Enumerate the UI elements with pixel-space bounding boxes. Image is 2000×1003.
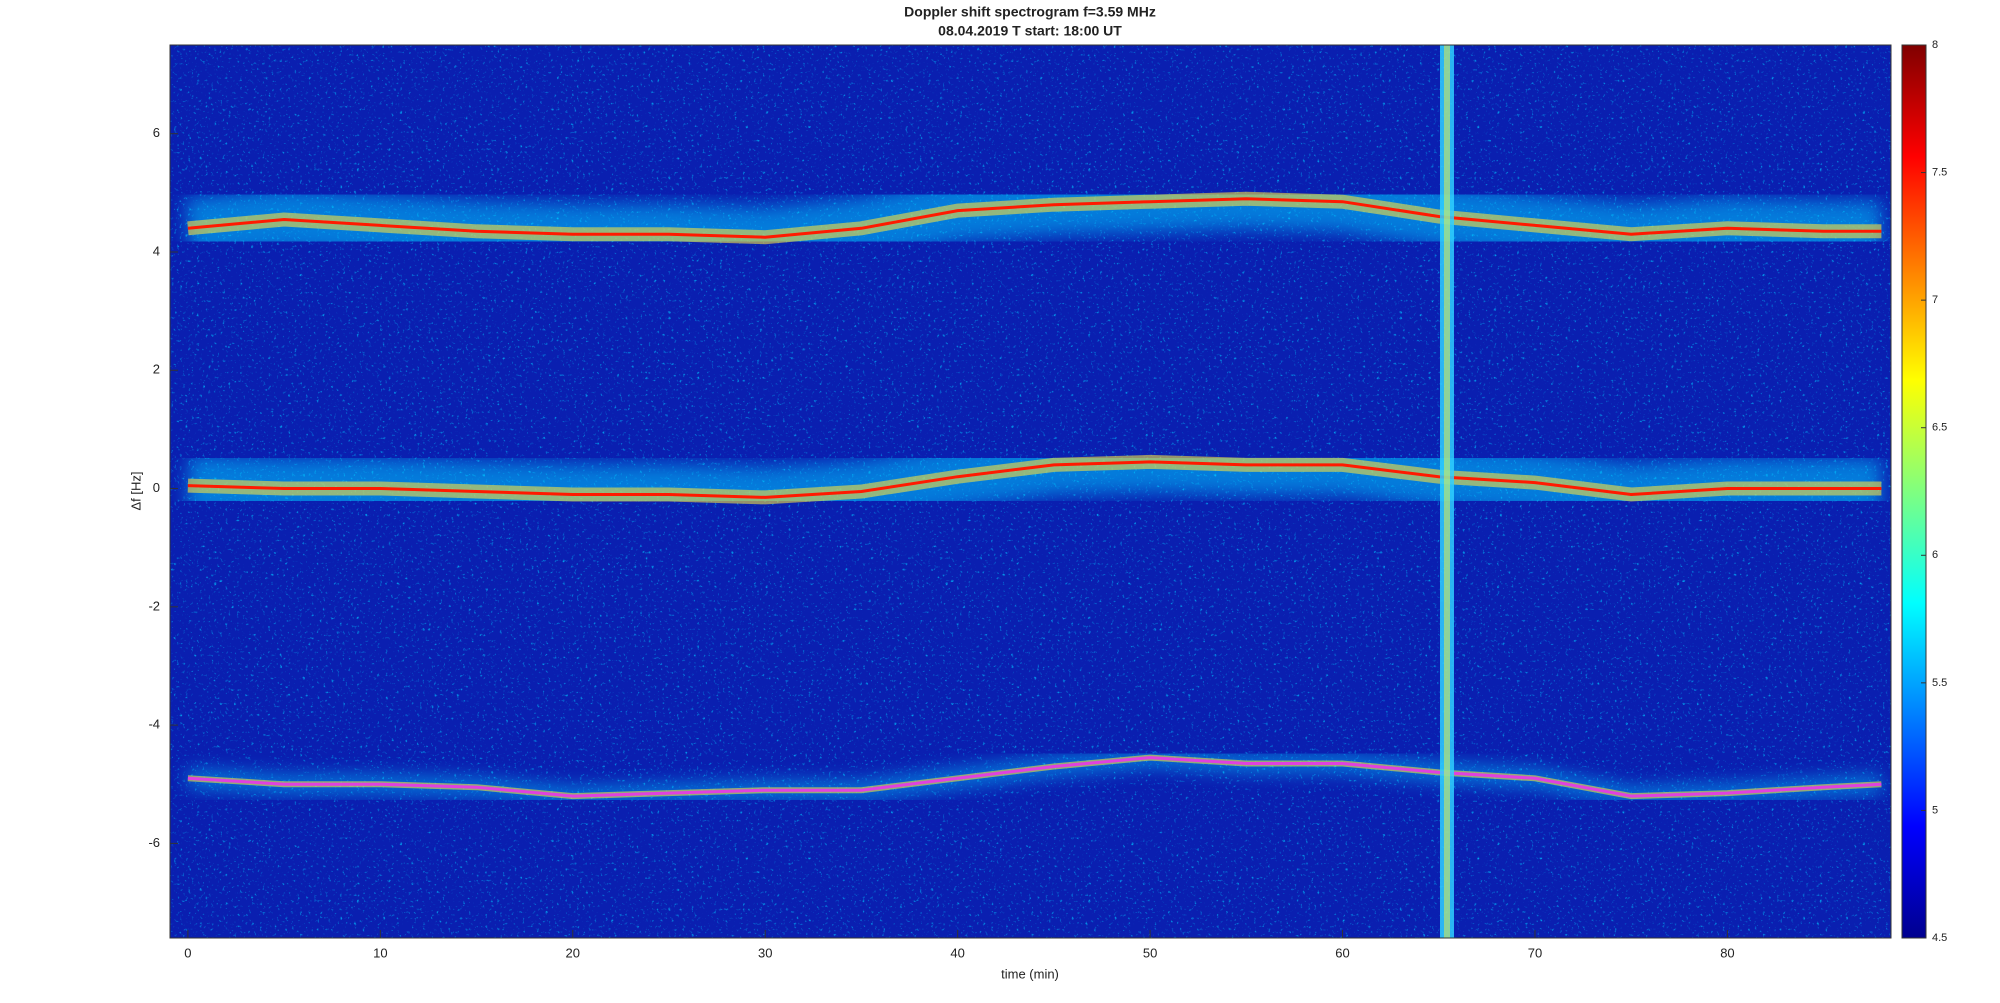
colorbar-tick-label: 6.5: [1932, 422, 1947, 434]
x-tick-label: 40: [950, 945, 964, 960]
x-tick-label: 70: [1528, 945, 1542, 960]
y-tick-label: -2: [148, 598, 160, 613]
x-axis-label: time (min): [1001, 966, 1059, 981]
y-tick-label: 2: [153, 362, 160, 377]
x-tick-label: 30: [758, 945, 772, 960]
colorbar-tick-label: 7.5: [1932, 166, 1947, 178]
x-tick-label: 0: [184, 945, 191, 960]
y-tick-label: 6: [153, 125, 160, 140]
traces: [185, 168, 1882, 806]
colorbar-tick-label: 4.5: [1932, 932, 1947, 944]
interference-core: [1444, 45, 1450, 938]
trace-line: [187, 756, 1882, 798]
x-tick-label: 20: [566, 945, 580, 960]
x-tick-label: 80: [1720, 945, 1734, 960]
y-axis-label: Δf [Hz]: [128, 471, 143, 510]
x-tick-label: 60: [1335, 945, 1349, 960]
y-tick-label: -6: [148, 835, 160, 850]
colorbar: [1901, 44, 1927, 939]
trace-line: [187, 460, 1882, 499]
y-tick-label: 0: [153, 480, 160, 495]
colorbar-tick-label: 5: [1932, 804, 1938, 816]
trace-line: [187, 197, 1882, 239]
colorbar-tick-label: 8: [1932, 39, 1938, 51]
x-tick-label: 10: [373, 945, 387, 960]
chart-title: Doppler shift spectrogram f=3.59 MHz: [904, 4, 1156, 20]
plot-frame: [169, 44, 1892, 939]
colorbar-tick-label: 7: [1932, 294, 1938, 306]
colorbar-tick-label: 5.5: [1932, 677, 1947, 689]
plot-area: [170, 45, 1891, 938]
y-tick-label: 4: [153, 243, 160, 258]
x-tick-label: 50: [1143, 945, 1157, 960]
chart-subtitle: 08.04.2019 T start: 18:00 UT: [938, 23, 1122, 39]
y-tick-label: -4: [148, 717, 160, 732]
colorbar-tick-label: 6: [1932, 549, 1938, 561]
